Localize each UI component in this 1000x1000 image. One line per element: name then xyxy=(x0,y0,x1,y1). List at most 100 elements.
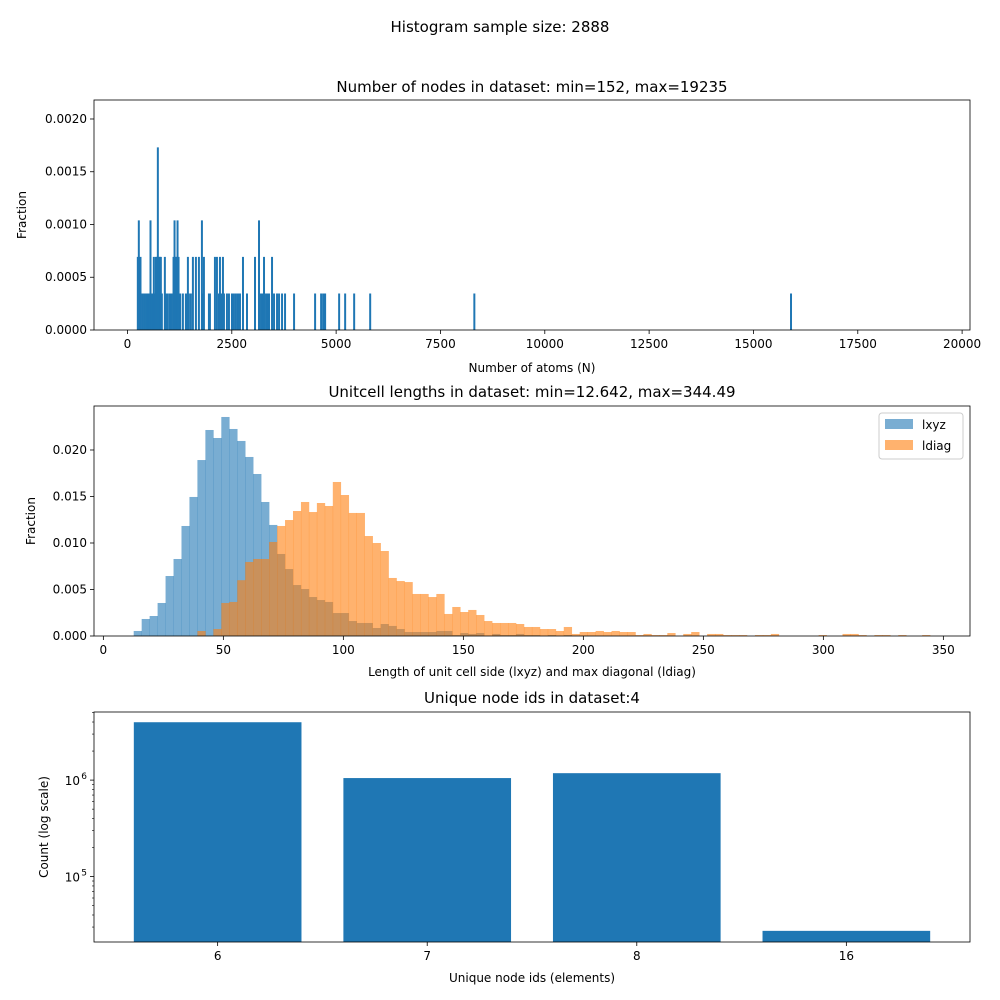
y-tick-label: 10 xyxy=(65,774,80,788)
histogram-bar xyxy=(314,293,317,330)
histogram-bar-ldiag xyxy=(213,629,222,636)
histogram-bar-ldiag xyxy=(651,635,660,636)
histogram-bar xyxy=(353,293,356,330)
histogram-bar xyxy=(141,293,144,330)
legend-label-lxyz: lxyz xyxy=(922,418,946,432)
histogram-bar-ldiag xyxy=(738,635,748,636)
histogram-bar-ldiag xyxy=(316,503,326,636)
y-tick-label: 0.0000 xyxy=(45,323,87,337)
histogram-bar xyxy=(202,256,205,330)
node-ids-bar-title: Unique node ids in dataset:4 xyxy=(424,689,640,707)
histogram-bar-lxyz xyxy=(157,602,166,636)
unitcell-histogram-xlabel: Length of unit cell side (lxyz) and max … xyxy=(368,665,696,679)
histogram-bar xyxy=(189,293,192,330)
histogram-bar-lxyz xyxy=(133,630,142,636)
x-tick-label: 15000 xyxy=(734,337,772,351)
histogram-bar-ldiag xyxy=(261,558,270,636)
histogram-bar xyxy=(173,220,176,330)
histogram-bar xyxy=(238,293,241,330)
histogram-bar-ldiag xyxy=(659,635,668,636)
histogram-bar xyxy=(136,256,139,330)
x-tick-label: 12500 xyxy=(630,337,668,351)
y-tick-label: 0.010 xyxy=(53,536,87,550)
histogram-bar xyxy=(176,220,179,330)
x-tick-label: 7500 xyxy=(425,337,456,351)
histogram-bar-ldiag xyxy=(452,606,461,636)
y-tick-exponent: 6 xyxy=(81,772,87,782)
histogram-bar xyxy=(151,293,154,330)
histogram-bar-ldiag xyxy=(587,632,596,636)
x-tick-label: 350 xyxy=(932,643,955,657)
histogram-bar-ldiag xyxy=(898,635,907,636)
x-tick-label: 6 xyxy=(214,949,222,963)
histogram-bar xyxy=(169,293,172,330)
histogram-bar xyxy=(147,293,150,330)
histogram-bar-ldiag xyxy=(579,632,588,636)
histogram-bar-lxyz xyxy=(173,558,182,636)
x-tick-label: 0 xyxy=(124,337,132,351)
histogram-bar-ldiag xyxy=(253,558,262,636)
histogram-bar xyxy=(215,256,218,330)
histogram-bar xyxy=(145,293,148,330)
histogram-bar-ldiag xyxy=(308,512,318,636)
histogram-bar xyxy=(165,293,168,330)
x-tick-label: 0 xyxy=(100,643,108,657)
histogram-bar-ldiag xyxy=(292,511,302,636)
histogram-bar-lxyz xyxy=(165,576,174,636)
histogram-bar-ldiag xyxy=(571,633,581,636)
histogram-bar-ldiag xyxy=(603,632,612,636)
histogram-bar-ldiag xyxy=(420,593,429,636)
y-tick-label: 0.0010 xyxy=(45,217,87,231)
histogram-bar xyxy=(137,220,140,330)
histogram-bar-ldiag xyxy=(627,632,636,636)
histogram-bar xyxy=(284,293,287,330)
histogram-bar-ldiag xyxy=(922,635,931,636)
histogram-bar xyxy=(155,256,158,330)
legend: lxyz ldiag xyxy=(878,412,964,460)
histogram-bar xyxy=(185,293,188,330)
histogram-bar xyxy=(184,293,187,330)
legend-swatch-ldiag xyxy=(885,440,913,450)
histogram-bar xyxy=(148,293,151,330)
histogram-bar xyxy=(231,293,234,330)
histogram-bar xyxy=(157,256,160,330)
histogram-bar-ldiag xyxy=(500,622,509,636)
histogram-bar xyxy=(344,293,347,330)
histogram-bar xyxy=(222,293,225,330)
unitcell-histogram-ylabel: Fraction xyxy=(24,497,38,545)
unitcell-histogram-axes: Unitcell lengths in dataset: min=12.642,… xyxy=(24,383,971,679)
histogram-bar xyxy=(213,256,216,330)
histogram-bar xyxy=(369,293,372,330)
nodes-histogram-ylabel: Fraction xyxy=(15,191,29,239)
histogram-bar-ldiag xyxy=(476,614,485,636)
histogram-bar xyxy=(241,256,244,330)
x-tick-label: 200 xyxy=(572,643,595,657)
histogram-bar xyxy=(267,293,270,330)
y-tick-label: 10 xyxy=(65,871,80,885)
bar-element-7 xyxy=(343,778,512,942)
y-tick-label: 0.005 xyxy=(53,582,87,596)
histogram-bar xyxy=(149,220,152,330)
histogram-bar-ldiag xyxy=(340,495,350,636)
histogram-bar xyxy=(258,220,261,330)
histogram-bar-lxyz xyxy=(141,618,150,636)
histogram-bar xyxy=(278,293,281,330)
histogram-bar-lxyz xyxy=(205,429,214,636)
histogram-bar xyxy=(159,256,162,330)
histogram-bar xyxy=(186,256,189,330)
x-tick-label: 20000 xyxy=(943,337,981,351)
legend-label-ldiag: ldiag xyxy=(922,439,951,453)
x-tick-label: 5000 xyxy=(321,337,352,351)
legend-swatch-lxyz xyxy=(885,419,913,429)
histogram-bar-ldiag xyxy=(285,520,294,636)
histogram-bar xyxy=(208,293,211,330)
histogram-bar xyxy=(153,293,156,330)
histogram-bar xyxy=(221,256,224,330)
histogram-bar-ldiag xyxy=(412,593,421,636)
unitcell-histogram-title: Unitcell lengths in dataset: min=12.642,… xyxy=(328,383,735,401)
histogram-bar xyxy=(217,293,220,330)
histogram-bar xyxy=(158,256,161,330)
histogram-bar xyxy=(170,293,173,330)
histogram-bar-ldiag xyxy=(882,635,891,636)
